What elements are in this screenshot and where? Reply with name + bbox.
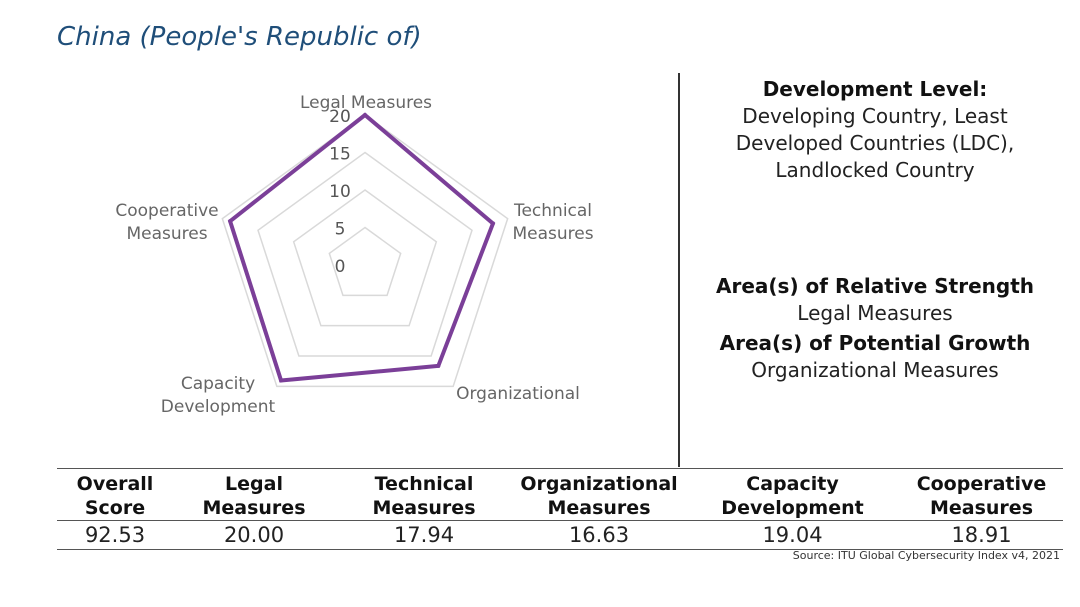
radar-axis-label: Measures [126, 224, 207, 244]
radar-tick-label: 10 [329, 182, 351, 202]
value-cooperative-measures: 18.91 [900, 520, 1063, 550]
radar-axis-label: Legal Measures [300, 93, 432, 113]
relative-strength-heading: Area(s) of Relative Strength [716, 274, 1034, 298]
development-level-heading: Development Level: [762, 77, 988, 101]
radar-data-point [363, 113, 367, 117]
header-technical-measures: Technical Measures [335, 468, 513, 521]
value-overall-score: 92.53 [57, 520, 173, 550]
score-table-value-row: 92.53 20.00 17.94 16.63 19.04 18.91 [57, 520, 1063, 550]
score-table-header-row: Overall Score Legal Measures Technical Meas… [57, 468, 1063, 521]
radar-axis-label: Organizational [456, 384, 580, 404]
relative-strength-panel: Area(s) of Relative Strength Legal Measu… [690, 273, 1060, 327]
radar-data-point [490, 221, 495, 226]
radar-axis-label: Capacity [181, 374, 255, 394]
radar-tick-label: 0 [335, 257, 346, 277]
header-organizational-measures: Organizational Measures [513, 468, 685, 521]
score-table: Overall Score Legal Measures Technical Meas… [57, 468, 1063, 550]
radar-tick-label: 5 [335, 220, 346, 240]
potential-growth-panel: Area(s) of Potential Growth Organization… [690, 330, 1060, 384]
radar-grid-ring [221, 114, 509, 388]
header-overall-score: Overall Score [57, 468, 173, 521]
development-level-panel: Development Level: Developing Country, L… [690, 76, 1060, 184]
radar-grid-ring [257, 151, 473, 357]
header-legal-measures: Legal Measures [173, 468, 335, 521]
relative-strength-value: Legal Measures [797, 301, 953, 325]
radar-grid-ring [328, 226, 402, 297]
radar-series-line [227, 112, 496, 383]
source-note: Source: ITU Global Cybersecurity Index v… [792, 549, 1060, 562]
radar-tick-label: 15 [329, 145, 351, 165]
radar-data-point [279, 378, 284, 383]
value-technical-measures: 17.94 [335, 520, 513, 550]
radar-axis-label: Technical [513, 201, 592, 221]
radar-grid-ring [292, 189, 438, 327]
value-legal-measures: 20.00 [173, 520, 335, 550]
development-level-line: Developing Country, Least [742, 104, 1008, 128]
development-level-line: Landlocked Country [775, 158, 975, 182]
development-level-line: Developed Countries (LDC), [735, 131, 1015, 155]
value-organizational-measures: 16.63 [513, 520, 685, 550]
country-title: China (People's Republic of) [57, 22, 422, 52]
radar-axis-label: Development [161, 397, 276, 417]
potential-growth-value: Organizational Measures [751, 358, 999, 382]
radar-data-point [436, 363, 441, 368]
radar-axis-label: Measures [512, 224, 593, 244]
radar-data-point [228, 219, 233, 224]
vertical-divider [678, 73, 680, 467]
value-capacity-development: 19.04 [685, 520, 900, 550]
header-cooperative-measures: Cooperative Measures [900, 468, 1063, 521]
radar-axis-label: Cooperative [115, 201, 218, 221]
header-capacity-development: Capacity Development [685, 468, 900, 521]
radar-tick-label: 20 [329, 107, 351, 127]
potential-growth-heading: Area(s) of Potential Growth [719, 331, 1031, 355]
